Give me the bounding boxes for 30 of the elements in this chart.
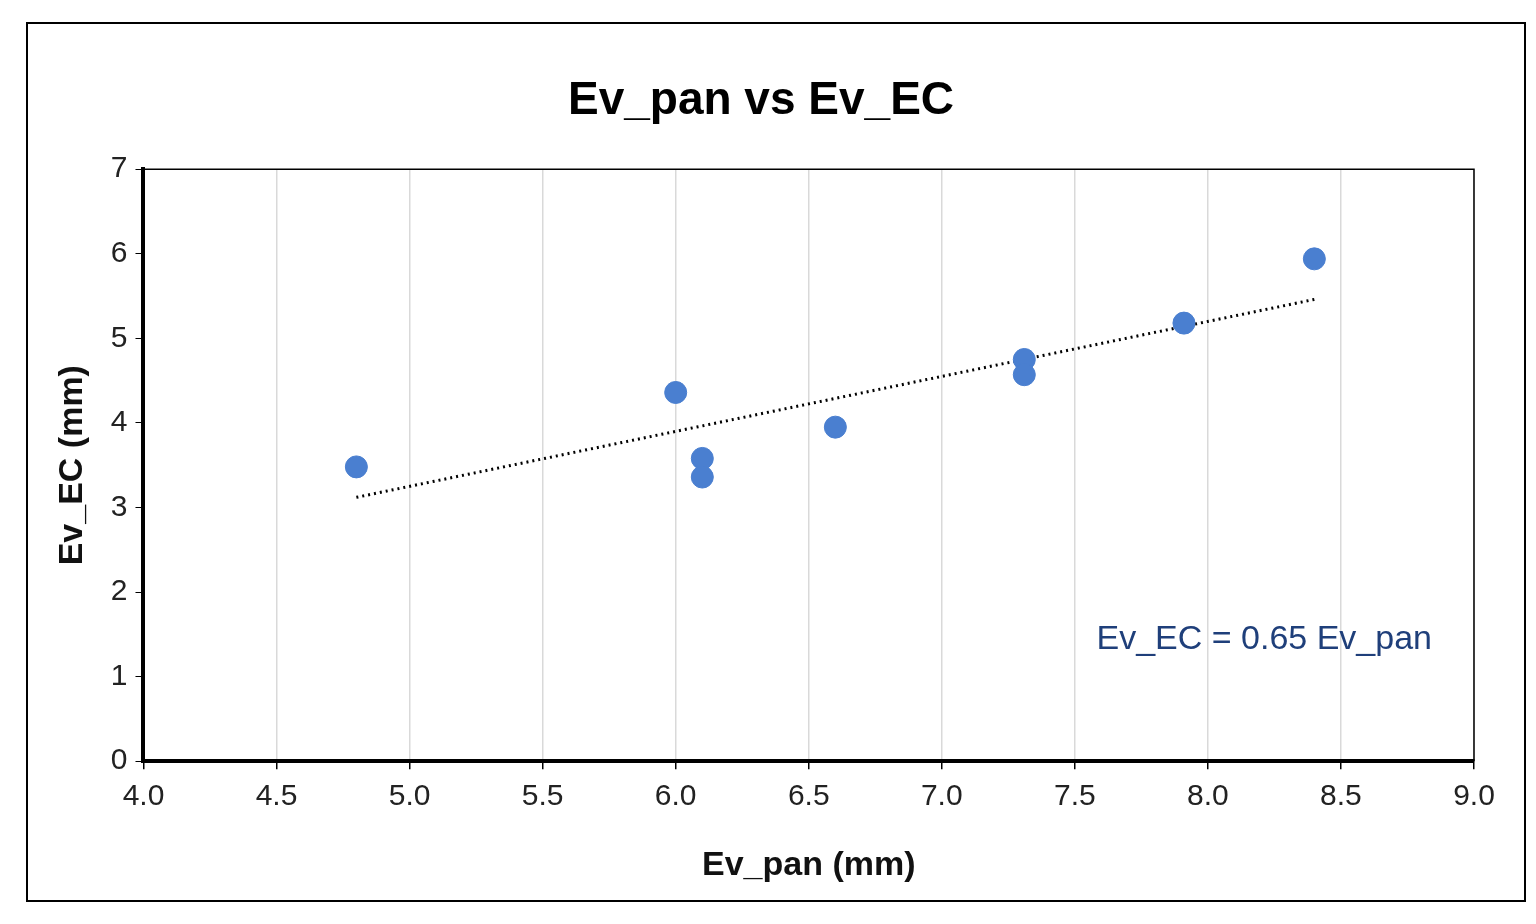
x-tick-label: 5.5 xyxy=(521,778,564,812)
x-tick-label: 7.5 xyxy=(1053,778,1096,812)
y-tick-label: 3 xyxy=(110,488,128,522)
y-tick-label: 4 xyxy=(110,404,128,438)
x-tick-label: 4.5 xyxy=(255,778,298,812)
point xyxy=(823,415,847,439)
y-tick-label: 1 xyxy=(110,657,128,691)
point xyxy=(1172,311,1196,335)
x-tick-label: 5.0 xyxy=(388,778,431,812)
y-axis-title: Ev_EC (mm) xyxy=(50,365,89,566)
x-tick-label: 6.0 xyxy=(654,778,697,812)
x-tick-label: 7.0 xyxy=(920,778,963,812)
x-tick-label: 4.0 xyxy=(122,778,165,812)
point xyxy=(344,455,368,479)
y-tick-label: 0 xyxy=(110,742,128,776)
chart-title: Ev_pan vs Ev_EC xyxy=(567,72,955,125)
x-axis-title: Ev_pan (mm) xyxy=(701,843,916,882)
x-tick-label: 9.0 xyxy=(1453,778,1495,812)
x-tick-label: 8.5 xyxy=(1320,778,1362,812)
y-tick-label: 7 xyxy=(110,150,128,184)
y-tick-label: 6 xyxy=(110,235,128,269)
y-tick-label: 5 xyxy=(110,319,128,353)
x-tick-label: 6.5 xyxy=(787,778,830,812)
x-tick-label: 8.0 xyxy=(1187,778,1229,812)
point xyxy=(664,380,688,404)
point xyxy=(690,446,714,470)
point xyxy=(1302,247,1326,271)
annotation: Ev_EC = 0.65 Ev_pan xyxy=(1096,618,1432,657)
point xyxy=(690,465,714,489)
y-tick-label: 2 xyxy=(110,573,128,607)
